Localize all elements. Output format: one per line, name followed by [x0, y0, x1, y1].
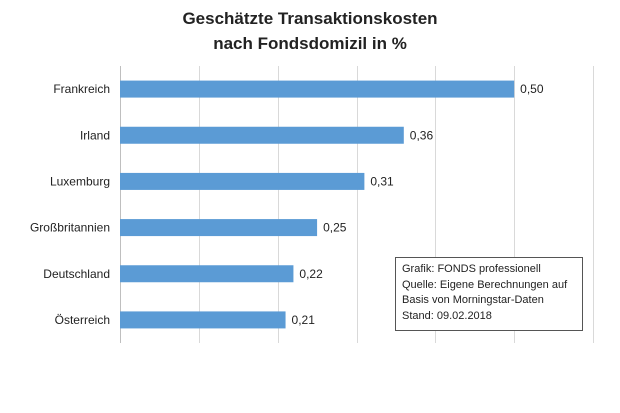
bar: [120, 126, 404, 144]
source-note-box: Grafik: FONDS professionell Quelle: Eige…: [395, 257, 583, 331]
bar: [120, 265, 294, 283]
category-label: Österreich: [55, 313, 110, 327]
category-label: Luxemburg: [50, 174, 110, 188]
chart-title-line-1: Geschätzte Transaktionskosten: [182, 9, 438, 28]
source-note-line-4: Stand: 09.02.2018: [402, 309, 492, 322]
category-label: Deutschland: [43, 267, 110, 281]
chart-title-line-2: nach Fondsdomizil in %: [213, 34, 407, 53]
category-label: Frankreich: [53, 82, 110, 96]
source-note-line-2: Quelle: Eigene Berechnungen auf: [402, 278, 568, 291]
data-label: 0,22: [299, 267, 323, 281]
category-label: Großbritannien: [30, 221, 110, 235]
source-note-line-3: Basis von Morningstar-Daten: [402, 294, 544, 306]
bar: [120, 311, 286, 329]
bar: [120, 219, 318, 237]
bar: [120, 80, 515, 98]
data-label: 0,31: [370, 174, 394, 188]
bar: [120, 172, 365, 190]
data-label: 0,50: [520, 82, 544, 96]
chart-title: Geschätzte Transaktionskosten nach Fonds…: [0, 6, 620, 56]
category-label: Irland: [80, 128, 110, 142]
data-label: 0,36: [410, 128, 434, 142]
data-label: 0,21: [292, 313, 316, 327]
data-label: 0,25: [323, 221, 347, 235]
source-note-line-1: Grafik: FONDS professionell: [402, 263, 541, 275]
